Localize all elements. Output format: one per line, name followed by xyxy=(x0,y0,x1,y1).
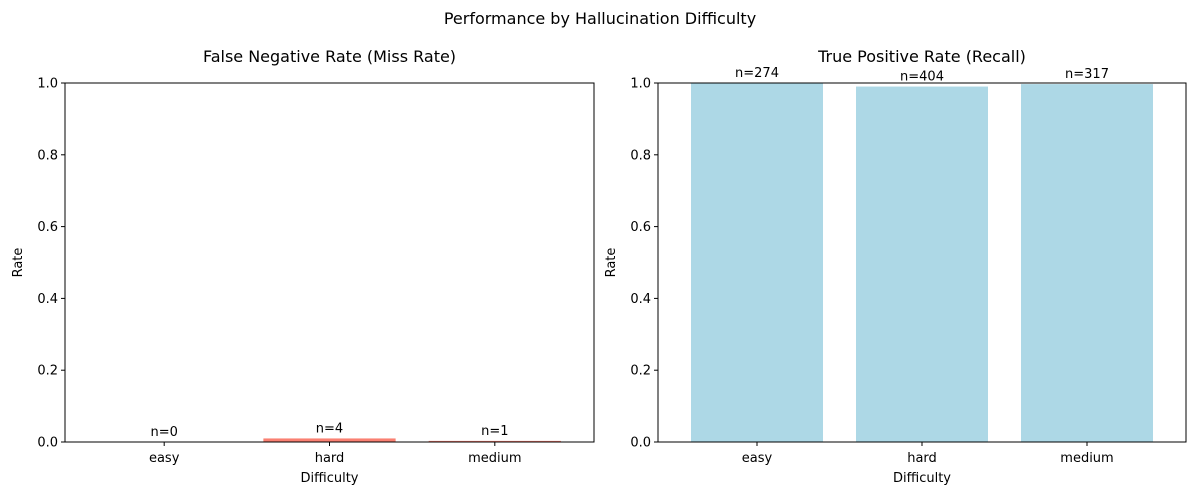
y-tick-label: 0.4 xyxy=(630,292,651,307)
bar-data-label: n=1 xyxy=(481,424,508,439)
x-tick-label: easy xyxy=(149,451,180,466)
x-tick-label: medium xyxy=(468,451,521,466)
bar-hard xyxy=(263,438,396,442)
y-tick-label: 0.4 xyxy=(37,292,58,307)
bar-hard xyxy=(856,86,988,442)
x-axis-label: Difficulty xyxy=(301,471,359,486)
y-tick-label: 0.6 xyxy=(630,220,651,235)
figure-title: Performance by Hallucination Difficulty xyxy=(444,9,756,28)
chart-title: False Negative Rate (Miss Rate) xyxy=(203,47,456,66)
x-axis-label: Difficulty xyxy=(893,471,951,486)
bar-easy xyxy=(691,83,823,442)
bar-medium xyxy=(428,440,561,442)
bar-medium xyxy=(1021,84,1153,442)
bar-data-label: n=317 xyxy=(1065,67,1109,82)
y-tick-label: 0.0 xyxy=(37,436,58,451)
y-tick-label: 0.2 xyxy=(37,364,58,379)
y-tick-label: 0.8 xyxy=(37,148,58,163)
bar-data-label: n=274 xyxy=(735,66,779,81)
plot-frame xyxy=(657,82,1187,443)
x-tick-label: medium xyxy=(1060,451,1113,466)
chart-title: True Positive Rate (Recall) xyxy=(817,47,1026,66)
y-tick-label: 0.2 xyxy=(630,364,651,379)
y-tick-label: 1.0 xyxy=(630,77,651,92)
bar-data-label: n=404 xyxy=(900,70,944,85)
bar-data-label: n=0 xyxy=(150,425,177,440)
chart-panel-1: False Negative Rate (Miss Rate) 0.0 0.2 0.4… xyxy=(11,47,595,486)
y-tick-label: 0.6 xyxy=(37,220,58,235)
y-axis-label: Rate xyxy=(11,248,26,278)
chart-panels: False Negative Rate (Miss Rate) 0.0 0.2 0.4… xyxy=(11,47,1187,486)
x-tick-label: hard xyxy=(907,451,937,466)
chart-panel-2: True Positive Rate (Recall) 0.0 0.2 0.4 0.6 0… xyxy=(604,47,1187,486)
y-axis-label: Rate xyxy=(604,248,619,278)
x-tick-label: easy xyxy=(742,451,773,466)
plot-frame xyxy=(64,82,595,443)
x-tick-label: hard xyxy=(315,451,345,466)
y-tick-label: 0.8 xyxy=(630,148,651,163)
y-tick-label: 1.0 xyxy=(37,77,58,92)
bar-data-label: n=4 xyxy=(316,421,343,436)
y-tick-label: 0.0 xyxy=(630,436,651,451)
